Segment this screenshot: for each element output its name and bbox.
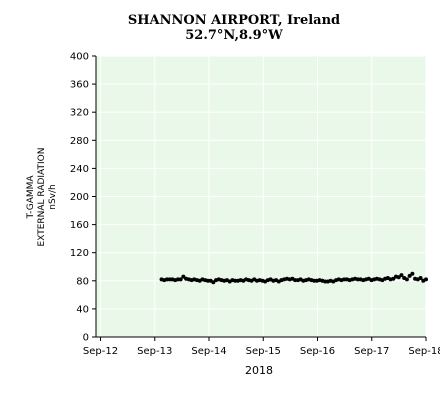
data-point (181, 274, 186, 279)
y-tick-label: 320 (70, 108, 89, 119)
y-tick-label: 360 (70, 80, 89, 91)
chart-title: SHANNON AIRPORT, Ireland (128, 13, 340, 28)
y-tick-label: 280 (70, 136, 89, 147)
x-axis-title: 2018 (245, 364, 273, 377)
x-tick-label: Sep-16 (300, 346, 335, 357)
y-axis-ticks: 0 40 80 120 160 200 240 280 320 360 400 (70, 52, 96, 344)
y-tick-label: 240 (70, 164, 89, 175)
x-tick-label: Sep-15 (246, 346, 281, 357)
y-axis-title-line-3: nSv/h (48, 184, 58, 209)
data-point (211, 280, 216, 285)
y-tick-label: 80 (76, 276, 89, 287)
data-point (410, 271, 415, 276)
data-point (396, 275, 401, 280)
y-axis-title-line-2: EXTERNAL RADIATION (37, 148, 47, 247)
data-point (424, 277, 428, 282)
y-tick-label: 400 (70, 52, 89, 63)
y-tick-label: 200 (70, 192, 89, 203)
x-tick-label: Sep-18 (408, 346, 440, 357)
x-tick-label: Sep-14 (191, 346, 226, 357)
x-tick-label: Sep-12 (83, 346, 118, 357)
x-tick-label: Sep-13 (137, 346, 172, 357)
data-points (159, 271, 428, 285)
x-axis-ticks: Sep-12 Sep-13 Sep-14 Sep-15 Sep-16 Sep-17 Sep-… (83, 337, 440, 357)
x-tick-label: Sep-17 (354, 346, 389, 357)
chart-subtitle: 52.7°N,8.9°W (185, 28, 283, 43)
y-axis-title-line-1: T-GAMMA (26, 175, 36, 220)
y-tick-label: 40 (76, 304, 89, 315)
y-tick-label: 160 (70, 220, 89, 231)
data-point (178, 277, 183, 282)
y-tick-label: 120 (70, 248, 89, 259)
data-point (407, 273, 412, 278)
data-point (418, 275, 423, 280)
y-axis-title: T-GAMMA EXTERNAL RADIATION nSv/h (26, 148, 58, 247)
data-point (404, 277, 409, 282)
data-point (399, 273, 404, 278)
data-point (391, 276, 396, 281)
y-tick-label: 0 (83, 333, 89, 344)
